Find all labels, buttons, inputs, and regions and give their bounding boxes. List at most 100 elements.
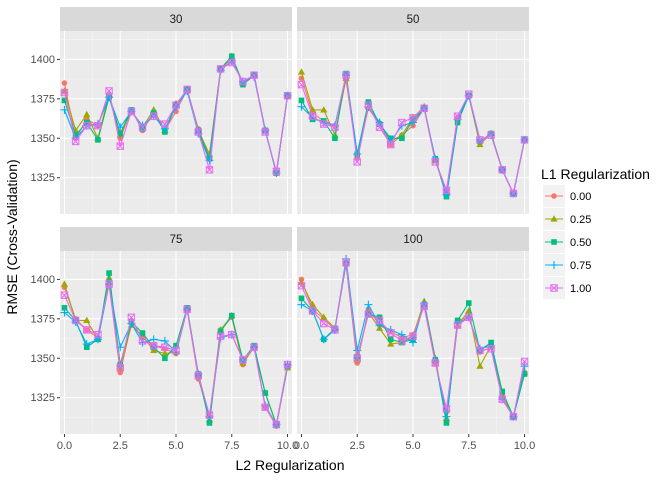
y-tick-label: 1350 <box>31 353 55 365</box>
legend-key-marker <box>551 193 557 199</box>
data-point-d2 <box>127 107 135 116</box>
data-point-box <box>375 123 384 131</box>
data-point-d2 <box>194 372 202 380</box>
facet-strip-label: 100 <box>403 234 422 246</box>
legend-entry-0.25: 0.25 <box>543 208 591 230</box>
data-point <box>94 121 102 130</box>
data-point-d2 <box>331 326 339 334</box>
data-point-d2 <box>239 77 247 86</box>
data-point <box>250 343 258 351</box>
data-point <box>308 112 317 120</box>
data-point <box>71 137 80 146</box>
data-point <box>250 71 258 79</box>
series-1.00 <box>297 71 529 198</box>
data-point-d2 <box>183 85 191 93</box>
data-point <box>386 329 395 337</box>
data-point <box>353 158 361 166</box>
data-point-box <box>409 332 417 340</box>
x-tick-label: 10.0 <box>514 440 535 452</box>
data-point-box <box>172 346 180 355</box>
data-point <box>216 332 225 340</box>
x-axis-title: L2 Regularization <box>236 457 345 473</box>
data-point <box>261 403 269 411</box>
y-tick-label: 1325 <box>31 392 55 404</box>
data-point-d2 <box>409 114 417 122</box>
data-point-box <box>420 302 428 310</box>
data-point <box>399 339 405 346</box>
facet-strip <box>297 227 529 251</box>
data-point <box>227 56 236 65</box>
data-point <box>308 307 317 315</box>
data-point-d2 <box>261 403 269 411</box>
facet-strip <box>60 227 292 251</box>
data-point <box>375 123 384 131</box>
data-point-d2 <box>364 101 372 109</box>
data-point-d2 <box>250 71 258 79</box>
data-point <box>499 388 506 395</box>
data-point-d2 <box>217 65 225 73</box>
data-point <box>509 189 518 198</box>
y-tick-label: 1350 <box>31 133 55 145</box>
data-point <box>353 346 362 355</box>
data-point-box <box>283 91 292 100</box>
data-point <box>83 316 91 324</box>
data-point-box <box>498 166 506 174</box>
data-point-box <box>94 121 102 130</box>
data-point <box>105 87 113 95</box>
data-point-box <box>331 326 339 334</box>
data-point <box>398 118 406 127</box>
data-point-d2 <box>353 158 361 166</box>
data-point <box>476 136 484 144</box>
data-point-box <box>71 316 80 325</box>
data-point-d2 <box>217 332 225 340</box>
data-point-d2 <box>353 354 361 362</box>
data-point-box <box>398 337 406 345</box>
data-point <box>353 354 361 362</box>
data-point-d2 <box>283 361 292 369</box>
facet-panel-50: 50 <box>297 7 529 214</box>
data-point <box>60 280 69 287</box>
data-point <box>320 120 328 128</box>
data-point-d2 <box>487 345 495 353</box>
data-point-d2 <box>420 302 428 310</box>
data-point-box <box>60 291 69 299</box>
data-point <box>71 316 80 325</box>
data-point <box>375 316 384 325</box>
y-tick-label: 1325 <box>31 172 55 184</box>
data-point-box <box>453 321 462 329</box>
data-point-d2 <box>105 87 113 95</box>
data-point-d2 <box>309 307 317 315</box>
data-point-box <box>431 158 440 166</box>
legend-key-marker <box>551 239 557 245</box>
data-point <box>116 142 124 150</box>
data-point <box>498 166 506 174</box>
data-point <box>520 136 529 144</box>
data-point-box <box>342 71 350 79</box>
data-point-d2 <box>194 128 202 136</box>
data-point-d2 <box>228 331 236 339</box>
data-point <box>127 313 136 321</box>
data-point <box>105 280 113 288</box>
data-point-box <box>172 101 180 109</box>
data-point <box>150 344 157 351</box>
data-point <box>138 121 147 130</box>
data-point-d2 <box>228 58 236 67</box>
legend-entry-0.00: 0.00 <box>543 185 591 207</box>
data-point-box <box>342 258 350 266</box>
data-point-d2 <box>205 411 214 419</box>
data-point-box <box>194 371 203 380</box>
y-tick-label: 1375 <box>31 93 55 105</box>
data-point <box>172 102 180 111</box>
data-point <box>342 258 350 266</box>
data-point-box <box>465 90 473 98</box>
legend-entry-label: 1.00 <box>570 283 591 295</box>
data-point <box>138 123 147 131</box>
data-point <box>194 371 203 380</box>
data-point-d2 <box>498 166 506 174</box>
data-point-box <box>442 405 451 413</box>
data-point-d2 <box>172 101 180 109</box>
data-point-box <box>283 360 292 369</box>
data-point-d2 <box>442 405 451 413</box>
data-point-d2 <box>520 136 529 144</box>
data-point <box>453 321 462 329</box>
